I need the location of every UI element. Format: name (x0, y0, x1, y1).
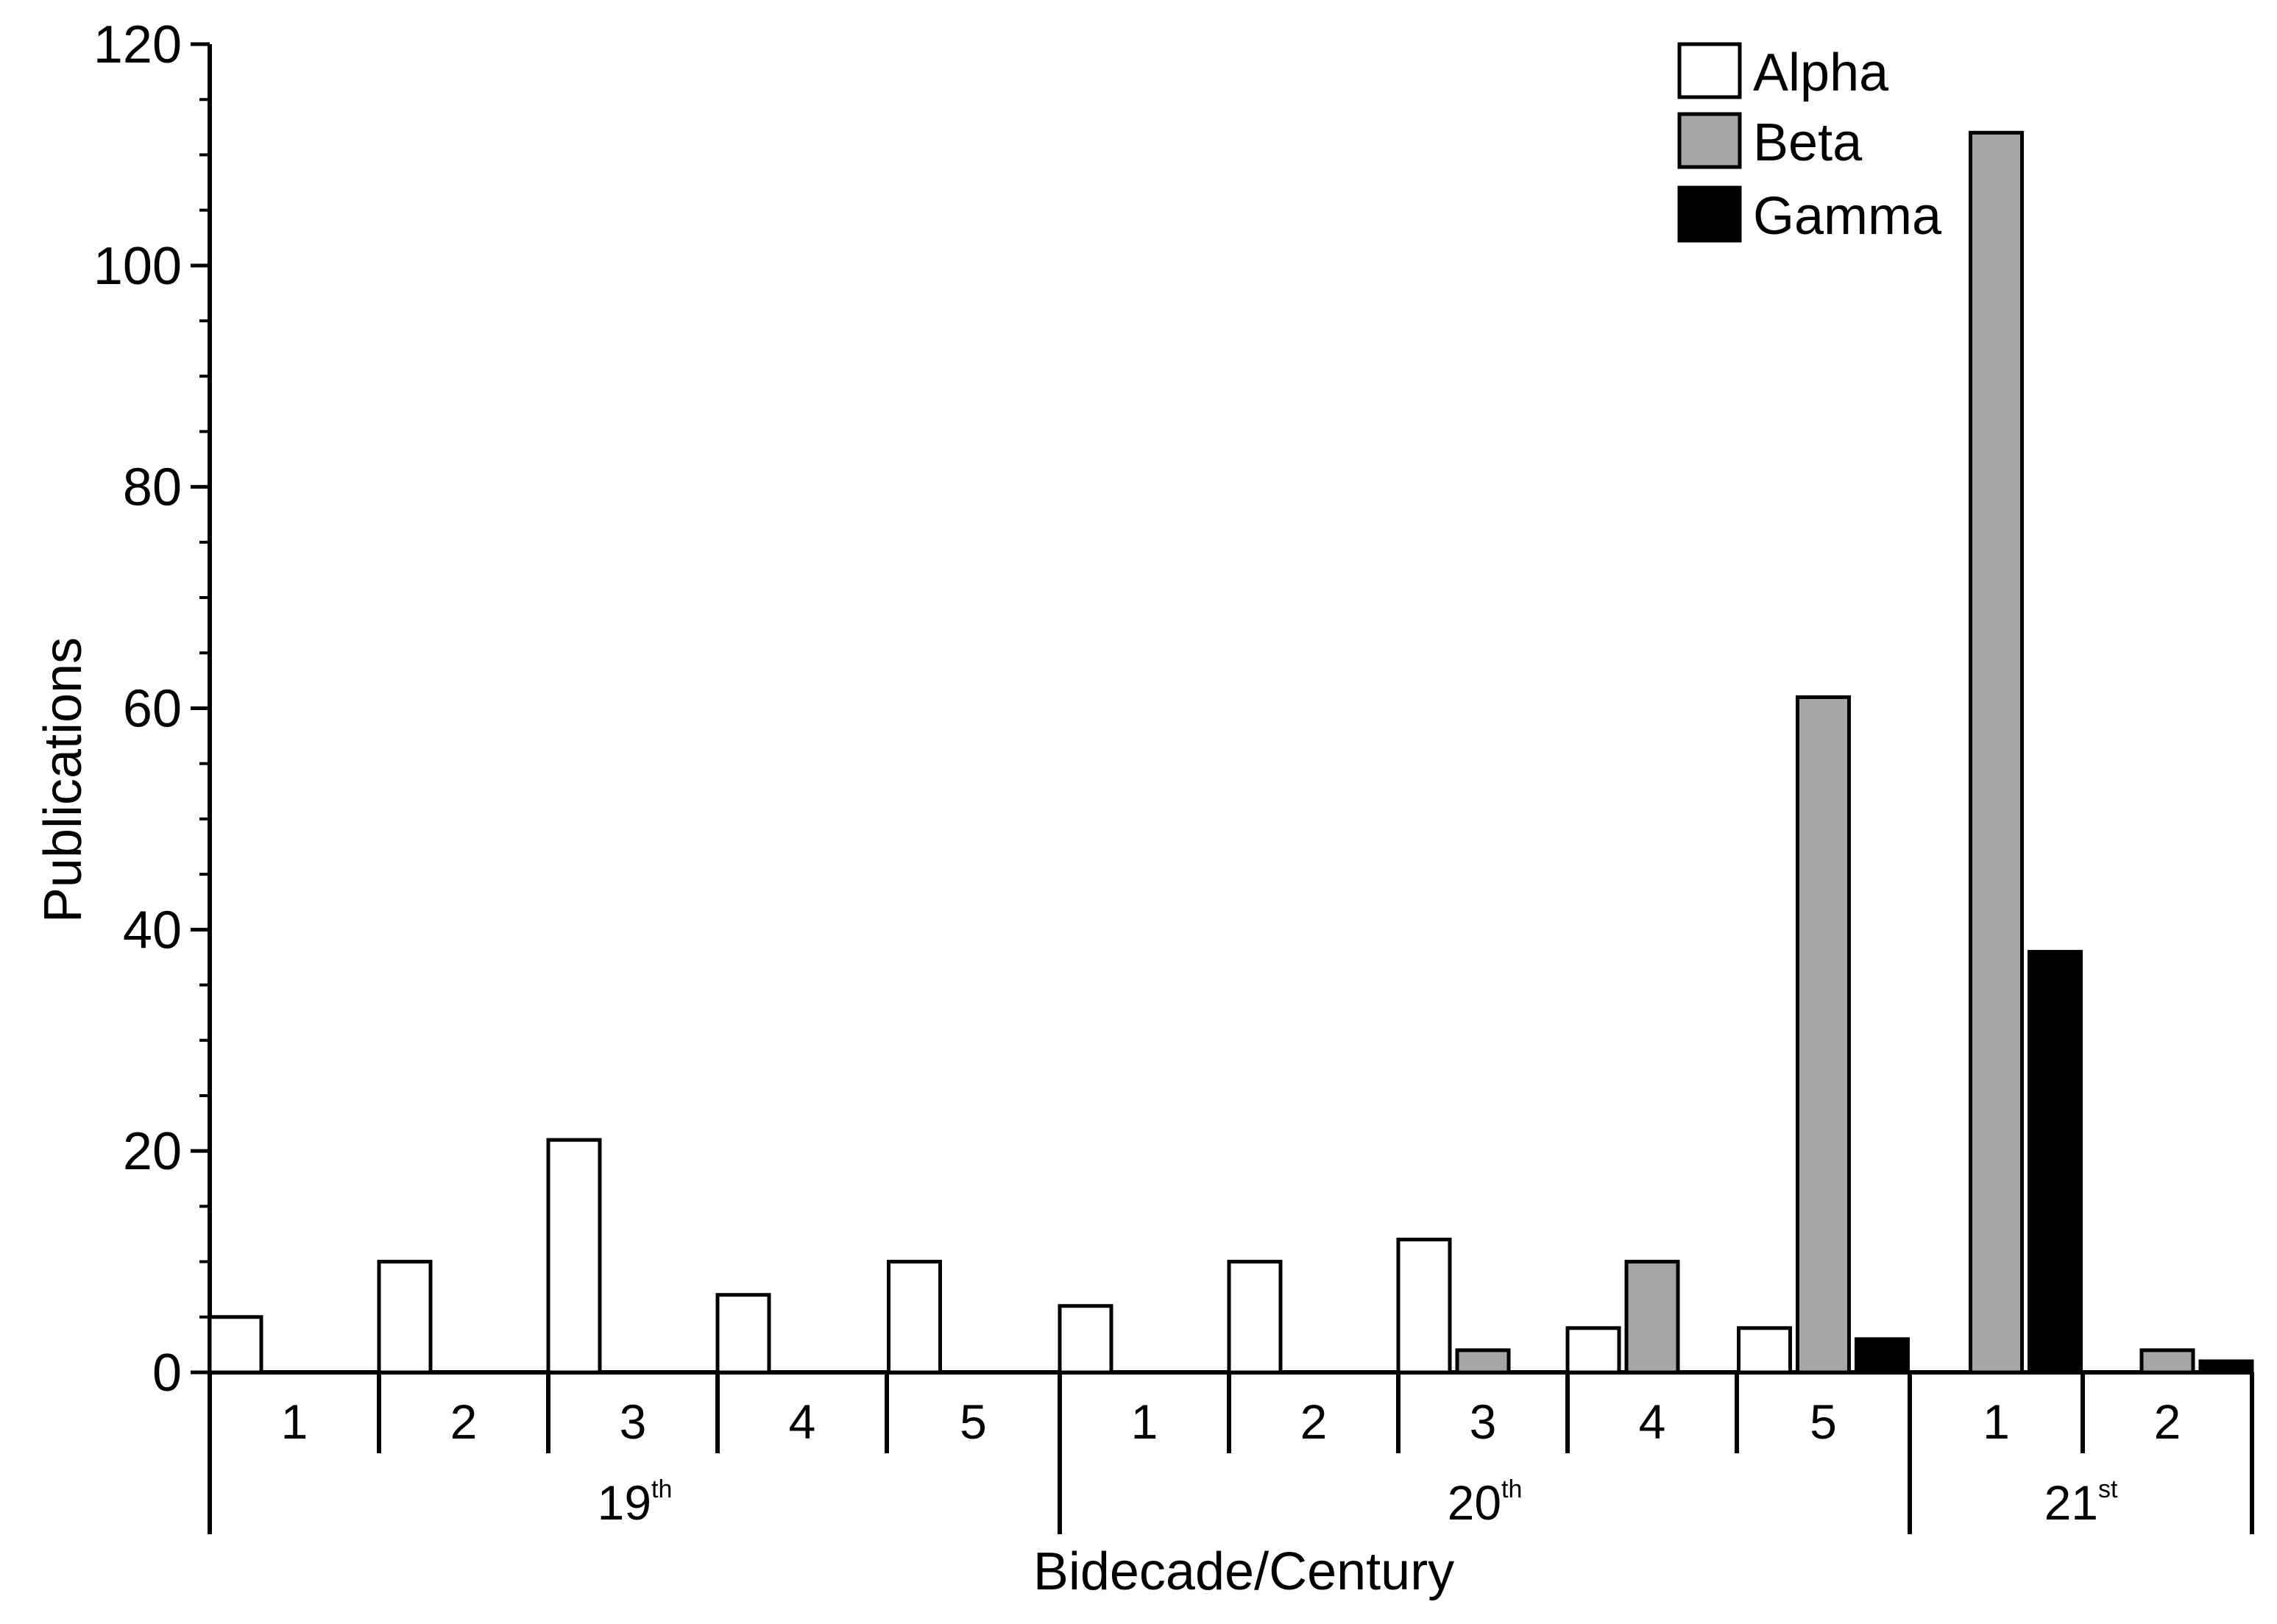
legend-label-beta: Beta (1753, 113, 1863, 172)
century-suffix: st (2098, 1475, 2118, 1503)
x-tick-label: 2 (2154, 1394, 2181, 1449)
x-tick-label: 4 (1639, 1394, 1666, 1449)
century-label: 20th (1448, 1475, 1523, 1530)
bar-beta (1796, 695, 1851, 1375)
y-tick-label: 0 (152, 1344, 182, 1403)
century-label: 19th (598, 1475, 673, 1530)
century-number: 20 (1448, 1475, 1501, 1530)
bar-alpha (1737, 1326, 1792, 1375)
bar-gamma (1855, 1337, 1910, 1375)
bar-alpha (208, 1315, 263, 1375)
bar-alpha (1058, 1304, 1113, 1375)
bar-alpha (1227, 1260, 1283, 1375)
x-tick-label: 1 (1983, 1394, 2010, 1449)
bar-alpha (1565, 1326, 1621, 1375)
y-axis-title: Publications (34, 637, 93, 923)
bar-gamma (2198, 1359, 2254, 1375)
bar-alpha (377, 1260, 433, 1375)
x-axis-title: Bidecade/Century (1033, 1542, 1454, 1601)
x-tick-label: 3 (1470, 1394, 1497, 1449)
y-tick-label: 40 (123, 901, 182, 960)
y-axis: 0 20 40 60 80 100 120 (93, 15, 212, 1403)
legend-label-alpha: Alpha (1753, 43, 1889, 102)
y-tick-label: 80 (123, 458, 182, 517)
century-label: 21st (2044, 1475, 2118, 1530)
bar-alpha (1396, 1238, 1452, 1375)
x-tick-label: 1 (1131, 1394, 1158, 1449)
x-tick-label: 1 (281, 1394, 308, 1449)
legend-swatch-beta (1677, 112, 1742, 169)
legend-swatch-alpha (1677, 42, 1742, 99)
bar-alpha (887, 1260, 942, 1375)
century-number: 21 (2044, 1475, 2098, 1530)
x-tick-label: 2 (1300, 1394, 1328, 1449)
century-suffix: th (1501, 1475, 1522, 1503)
century-number: 19 (598, 1475, 651, 1530)
bar-alpha (546, 1138, 602, 1375)
bar-beta (1455, 1348, 1511, 1375)
legend-swatch-gamma (1677, 185, 1742, 243)
legend: Alpha Beta Gamma (1677, 42, 1942, 246)
bar-beta (1969, 130, 2024, 1375)
x-tick-label: 5 (1810, 1394, 1837, 1449)
bar-beta (2139, 1348, 2195, 1375)
y-tick-label: 120 (93, 15, 182, 74)
y-tick-label: 100 (93, 237, 182, 296)
x-tick-label: 4 (789, 1394, 816, 1449)
x-tick-label: 2 (450, 1394, 478, 1449)
y-tick-label: 60 (123, 680, 182, 739)
x-tick-label: 3 (620, 1394, 647, 1449)
x-tick-label: 5 (960, 1394, 987, 1449)
century-suffix: th (651, 1475, 672, 1503)
legend-label-gamma: Gamma (1753, 187, 1942, 246)
y-tick-label: 20 (123, 1122, 182, 1181)
bar-alpha (715, 1293, 771, 1375)
bars (208, 130, 2254, 1375)
bar-gamma (2028, 949, 2083, 1375)
bar-beta (1624, 1260, 1680, 1375)
